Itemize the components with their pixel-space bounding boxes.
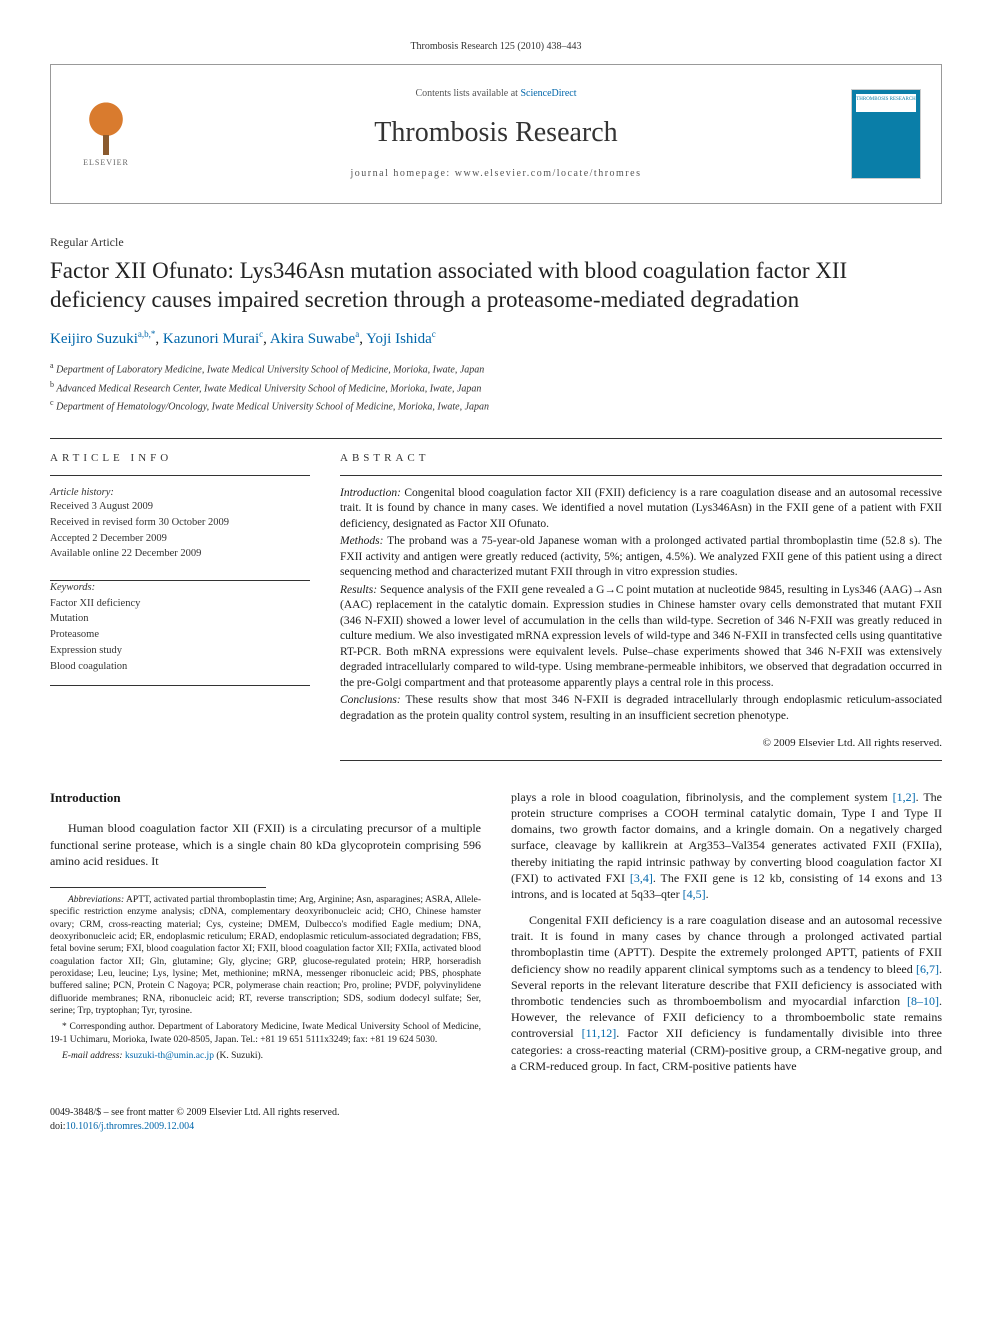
ref-link[interactable]: [4,5] bbox=[683, 887, 706, 901]
footer: 0049-3848/$ – see front matter © 2009 El… bbox=[50, 1106, 942, 1134]
author-affil-sup: a bbox=[355, 329, 359, 339]
ref-link[interactable]: [8–10] bbox=[907, 994, 939, 1008]
email-link[interactable]: ksuzuki-th@umin.ac.jp bbox=[125, 1051, 214, 1061]
author-link[interactable]: Kazunori Murai bbox=[163, 331, 259, 347]
intro-heading: Introduction bbox=[50, 789, 481, 807]
ref-link[interactable]: [6,7] bbox=[916, 962, 939, 976]
body-text: . bbox=[706, 887, 709, 901]
body-paragraph: Congenital FXII deficiency is a rare coa… bbox=[511, 912, 942, 1074]
abstract-heading: ABSTRACT bbox=[340, 439, 942, 475]
affil-sup: c bbox=[50, 398, 54, 407]
affiliations: a Department of Laboratory Medicine, Iwa… bbox=[50, 360, 942, 414]
section-rule bbox=[340, 760, 942, 761]
article-title: Factor XII Ofunato: Lys346Asn mutation a… bbox=[50, 257, 942, 315]
abbrev-label: Abbreviations: bbox=[68, 895, 124, 905]
journal-name: Thrombosis Research bbox=[374, 113, 617, 152]
author-link[interactable]: Keijiro Suzuki bbox=[50, 331, 138, 347]
copyright: © 2009 Elsevier Ltd. All rights reserved… bbox=[340, 736, 942, 751]
ref-link[interactable]: [1,2] bbox=[893, 790, 916, 804]
publisher-name: ELSEVIER bbox=[83, 157, 129, 168]
author-link[interactable]: Akira Suwabe bbox=[270, 331, 355, 347]
article-info: ARTICLE INFO Article history: Received 3… bbox=[50, 439, 310, 761]
doi-label: doi: bbox=[50, 1121, 66, 1132]
email-suffix: (K. Suzuki). bbox=[214, 1051, 263, 1061]
abs-section-label: Conclusions: bbox=[340, 694, 401, 706]
journal-header: ELSEVIER Contents lists available at Sci… bbox=[50, 64, 942, 204]
abs-section-label: Results: bbox=[340, 584, 377, 596]
history-item: Available online 22 December 2009 bbox=[50, 547, 310, 562]
body-text: Congenital FXII deficiency is a rare coa… bbox=[511, 913, 942, 976]
header-center: Contents lists available at ScienceDirec… bbox=[161, 65, 831, 203]
citation: Thrombosis Research 125 (2010) 438–443 bbox=[50, 40, 942, 54]
author-affil-sup: c bbox=[259, 329, 263, 339]
footnote-rule bbox=[50, 887, 266, 888]
body-col-right: plays a role in blood coagulation, fibri… bbox=[511, 789, 942, 1084]
publisher-logo-box: ELSEVIER bbox=[51, 65, 161, 203]
keywords-block: Keywords: Factor XII deficiency Mutation… bbox=[50, 581, 310, 686]
info-heading: ARTICLE INFO bbox=[50, 439, 310, 475]
affil-text: Advanced Medical Research Center, Iwate … bbox=[56, 383, 481, 394]
affil-sup: a bbox=[50, 361, 54, 370]
abstract: ABSTRACT Introduction: Congenital blood … bbox=[340, 439, 942, 761]
elsevier-logo: ELSEVIER bbox=[71, 94, 141, 174]
history-item: Accepted 2 December 2009 bbox=[50, 532, 310, 547]
doi-link[interactable]: 10.1016/j.thromres.2009.12.004 bbox=[66, 1121, 195, 1132]
author-affil-sup: a,b, bbox=[138, 329, 151, 339]
keyword: Blood coagulation bbox=[50, 660, 310, 675]
article-type: Regular Article bbox=[50, 234, 942, 251]
body-paragraph: plays a role in blood coagulation, fibri… bbox=[511, 789, 942, 902]
abstract-text: Introduction: Congenital blood coagulati… bbox=[340, 486, 942, 725]
contents-prefix: Contents lists available at bbox=[415, 88, 520, 99]
journal-cover[interactable]: THROMBOSIS RESEARCH bbox=[851, 89, 921, 179]
homepage-line: journal homepage: www.elsevier.com/locat… bbox=[351, 167, 642, 181]
author-affil-sup: c bbox=[432, 329, 436, 339]
affil-sup: b bbox=[50, 380, 54, 389]
abs-section-text: Sequence analysis of the FXII gene revea… bbox=[340, 584, 942, 689]
keyword: Expression study bbox=[50, 644, 310, 659]
journal-cover-box: THROMBOSIS RESEARCH bbox=[831, 65, 941, 203]
abs-section-text: These results show that most 346 N-FXII … bbox=[340, 694, 942, 722]
keyword: Proteasome bbox=[50, 628, 310, 643]
abs-section-text: Congenital blood coagulation factor XII … bbox=[340, 487, 942, 530]
keyword: Mutation bbox=[50, 612, 310, 627]
authors: Keijiro Suzukia,b,*, Kazunori Muraic, Ak… bbox=[50, 328, 942, 350]
abs-section-label: Introduction: bbox=[340, 487, 401, 499]
abs-section-text: The proband was a 75-year-old Japanese w… bbox=[340, 535, 942, 578]
elsevier-tree-icon bbox=[81, 100, 131, 155]
cover-title: THROMBOSIS RESEARCH bbox=[856, 94, 916, 112]
body-text: plays a role in blood coagulation, fibri… bbox=[511, 790, 893, 804]
affil-text: Department of Hematology/Oncology, Iwate… bbox=[56, 401, 489, 412]
history-item: Received in revised form 30 October 2009 bbox=[50, 516, 310, 531]
issn-line: 0049-3848/$ – see front matter © 2009 El… bbox=[50, 1106, 942, 1120]
footnotes: Abbreviations: APTT, activated partial t… bbox=[50, 894, 481, 1062]
ref-link[interactable]: [3,4] bbox=[630, 871, 653, 885]
abs-section-label: Methods: bbox=[340, 535, 383, 547]
body-columns: Introduction Human blood coagulation fac… bbox=[50, 789, 942, 1084]
affil-text: Department of Laboratory Medicine, Iwate… bbox=[56, 365, 484, 376]
contents-line: Contents lists available at ScienceDirec… bbox=[415, 87, 576, 101]
history-item: Received 3 August 2009 bbox=[50, 500, 310, 515]
author-link[interactable]: Yoji Ishida bbox=[366, 331, 432, 347]
sciencedirect-link[interactable]: ScienceDirect bbox=[520, 88, 576, 99]
keyword: Factor XII deficiency bbox=[50, 597, 310, 612]
abbrev-text: APTT, activated partial thromboplastin t… bbox=[50, 895, 481, 1016]
homepage-prefix: journal homepage: bbox=[351, 168, 455, 179]
body-paragraph: Human blood coagulation factor XII (FXII… bbox=[50, 820, 481, 869]
ref-link[interactable]: [11,12] bbox=[582, 1026, 617, 1040]
corr-label: * Corresponding author. bbox=[62, 1022, 155, 1032]
homepage-url: www.elsevier.com/locate/thromres bbox=[455, 168, 642, 179]
article-history: Article history: Received 3 August 2009 … bbox=[50, 486, 310, 562]
author-corr-sup: * bbox=[151, 329, 156, 339]
email-label: E-mail address: bbox=[62, 1051, 123, 1061]
history-label: Article history: bbox=[50, 486, 310, 501]
body-col-left: Introduction Human blood coagulation fac… bbox=[50, 789, 481, 1084]
keywords-label: Keywords: bbox=[50, 581, 310, 596]
